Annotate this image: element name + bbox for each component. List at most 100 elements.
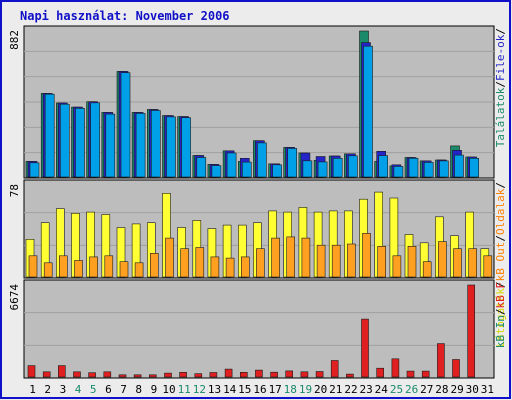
bar-hits-day-11	[181, 117, 191, 178]
legend-item: /	[494, 28, 507, 35]
bar-kb_in-day-29	[453, 248, 462, 278]
legend-item: Találatok	[494, 87, 507, 147]
x-axis-day-labels: 1 2 3 4 5 6 7 8 9 10 11 12 13 14 15 16 17 18 19 20 21 22 23 24 2…	[29, 383, 494, 396]
bar-hits-day-24	[378, 155, 389, 178]
bar-hits-day-30	[469, 158, 480, 178]
bar-hits-day-4	[75, 108, 85, 178]
bar-kb_f-day-3	[57, 365, 66, 378]
bar-kb_f-day-30	[467, 284, 476, 378]
bar-kb_f-day-8	[133, 374, 142, 378]
series-kb_f	[27, 284, 476, 378]
bar-kb_f-day-13	[209, 372, 218, 378]
legend-item: File-ok	[494, 34, 507, 81]
bar-kb_f-day-26	[406, 370, 415, 378]
legend-item: /	[494, 235, 507, 242]
day-label-20: 20	[314, 383, 327, 396]
legend-item: /	[494, 309, 507, 316]
day-label-1: 1	[29, 383, 36, 396]
day-label-30: 30	[466, 383, 479, 396]
day-label-9: 9	[151, 383, 158, 396]
day-label-12: 12	[193, 383, 206, 396]
day-label-14: 14	[223, 383, 237, 396]
day-label-18: 18	[284, 383, 297, 396]
bar-hits-day-16	[257, 142, 267, 178]
bar-hits-day-25	[393, 166, 404, 178]
bar-kb_in-day-12	[195, 247, 205, 278]
bar-kb_f-day-11	[179, 371, 187, 378]
legend-top: Találatok/File-ok/	[494, 28, 507, 147]
bar-kb_in-day-17	[271, 237, 280, 278]
bar-kb_f-day-1	[27, 365, 36, 378]
legend-item: Oldalak	[494, 188, 507, 235]
series-hits	[29, 45, 480, 178]
legend-item: /	[494, 281, 507, 288]
bar-kb_in-day-19	[301, 237, 311, 278]
bar-kb_f-day-7	[118, 374, 127, 378]
day-label-4: 4	[75, 383, 82, 396]
panel-bottom: 6674	[8, 279, 495, 379]
bar-hits-day-23	[363, 45, 373, 178]
bar-kb_f-day-15	[240, 371, 248, 378]
bar-hits-day-1	[29, 162, 40, 178]
bar-kb_in-day-21	[331, 244, 341, 278]
bar-kb_f-day-2	[42, 371, 51, 378]
bar-kb_in-day-23	[362, 233, 371, 278]
day-label-23: 23	[359, 383, 372, 396]
day-label-10: 10	[162, 383, 175, 396]
bar-kb_f-day-9	[149, 374, 157, 378]
bar-kb_in-day-7	[119, 261, 129, 278]
bar-kb_in-day-13	[210, 256, 220, 278]
bar-hits-day-20	[317, 161, 328, 178]
day-label-28: 28	[435, 383, 448, 396]
day-label-5: 5	[90, 383, 97, 396]
bar-kb_in-day-20	[316, 244, 326, 278]
bar-kb_in-day-5	[89, 256, 98, 278]
bar-kb_in-day-1	[28, 255, 38, 278]
bar-hits-day-9	[151, 110, 161, 178]
legend-item: kB F	[494, 282, 507, 309]
bar-kb_f-day-5	[88, 372, 96, 378]
series-kb_in	[28, 233, 493, 278]
day-label-27: 27	[420, 383, 433, 396]
bar-kb_in-day-10	[165, 237, 174, 278]
day-label-6: 6	[105, 383, 112, 396]
bar-kb_f-day-21	[330, 360, 339, 378]
bar-hits-day-29	[454, 154, 464, 178]
bar-kb_in-day-8	[134, 262, 144, 278]
day-label-24: 24	[375, 383, 389, 396]
day-label-19: 19	[299, 383, 312, 396]
day-label-3: 3	[60, 383, 67, 396]
bar-hits-day-26	[408, 158, 419, 178]
day-label-17: 17	[269, 383, 282, 396]
bar-hits-day-7	[120, 72, 131, 178]
panel-bottom-background	[23, 279, 495, 379]
legend-bottom: kB In/kB F	[494, 282, 507, 348]
panel-middle-ymax-label: 78	[8, 184, 21, 197]
bar-hits-day-28	[439, 160, 449, 178]
bar-kb_f-day-12	[194, 373, 203, 378]
panel-middle: 78	[8, 179, 495, 279]
bar-kb_in-day-31	[483, 255, 493, 278]
bar-kb_f-day-19	[300, 371, 309, 378]
bar-kb_f-day-18	[285, 370, 294, 378]
day-label-8: 8	[135, 383, 142, 396]
bar-kb_in-day-11	[180, 248, 189, 278]
panel-top-ymax-label: 882	[8, 30, 21, 50]
bar-hits-day-22	[348, 155, 358, 178]
day-label-21: 21	[329, 383, 342, 396]
bar-kb_in-day-22	[347, 243, 356, 278]
bar-kb_f-day-25	[391, 358, 400, 378]
legend-item: kB Out	[494, 242, 507, 282]
bar-kb_in-day-16	[256, 248, 265, 278]
day-label-25: 25	[390, 383, 403, 396]
bar-kb_f-day-10	[164, 372, 172, 378]
bar-hits-day-18	[287, 148, 298, 178]
legend-item: /	[494, 182, 507, 189]
legend-item: /	[494, 81, 507, 88]
day-label-15: 15	[238, 383, 251, 396]
bar-hits-day-3	[59, 103, 70, 178]
bar-hits-day-27	[423, 162, 434, 178]
